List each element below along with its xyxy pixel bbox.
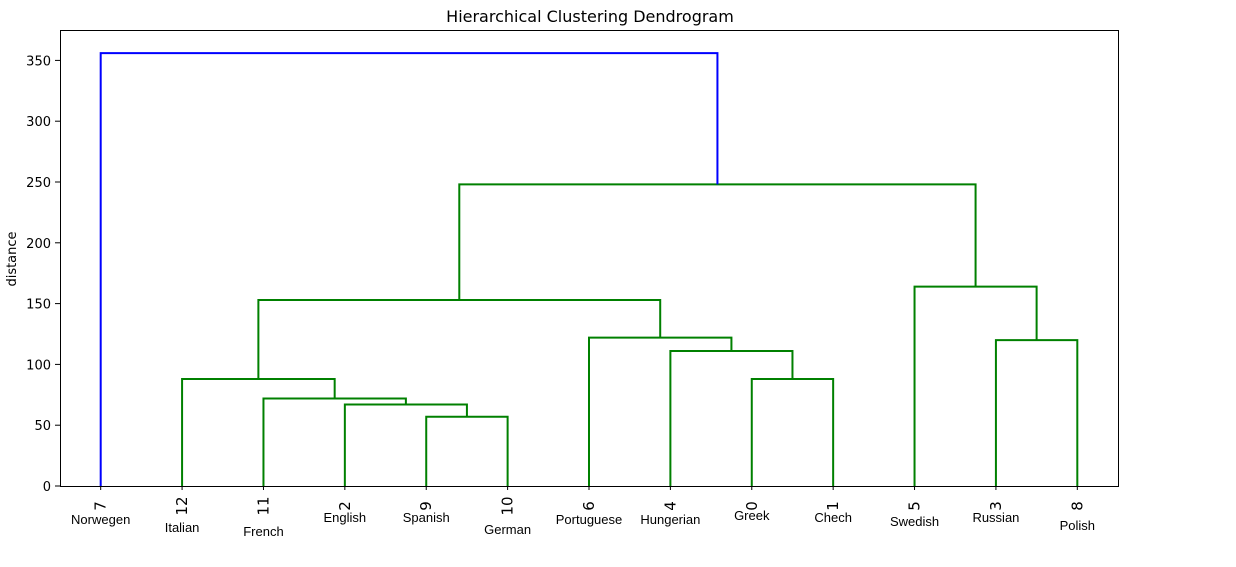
leaf-language-label: German	[484, 522, 531, 537]
leaf-language-label: French	[243, 524, 283, 539]
dendrogram-link	[181, 377, 336, 486]
dendrogram-link	[994, 339, 1079, 486]
leaf-id-label: 7	[92, 501, 110, 511]
y-tick-label: 50	[34, 419, 51, 434]
leaf-language-label: Swedish	[890, 514, 939, 529]
leaf-language-label: Hungerian	[640, 512, 700, 527]
y-axis-ticks: 0 50 100 150 200 250 300 350	[26, 54, 60, 495]
leaf-language-label: Greek	[734, 508, 770, 523]
leaf-id-label: 8	[1068, 501, 1086, 511]
y-tick-label: 200	[26, 237, 51, 252]
dendrogram-link	[257, 298, 662, 379]
y-tick-label: 150	[26, 298, 51, 313]
plot-frame	[60, 30, 1119, 487]
y-tick-label: 0	[43, 480, 51, 495]
leaf-language-label: Polish	[1060, 518, 1095, 533]
leaf-id-label: 1	[824, 501, 842, 511]
leaf-id-label: 4	[661, 501, 679, 511]
dendrogram-link	[669, 350, 794, 486]
leaf-language-label: Chech	[814, 510, 852, 525]
leaf-language-label: Italian	[165, 520, 200, 535]
leaf-id-label: 5	[906, 501, 924, 511]
dendrogram-links	[99, 52, 1079, 486]
leaf-id-label: 6	[580, 501, 598, 511]
leaf-id-label: 10	[499, 496, 517, 515]
leaf-language-label: Spanish	[403, 510, 450, 525]
leaf-language-label: Russian	[972, 510, 1019, 525]
leaf-id-label: 0	[743, 501, 761, 511]
y-tick-label: 100	[26, 358, 51, 373]
y-axis-label: distance	[5, 231, 20, 286]
y-tick-label: 250	[26, 176, 51, 191]
leaf-language-label: Norwegen	[71, 512, 130, 527]
leaf-language-label: English	[324, 510, 367, 525]
dendrogram-link	[913, 285, 1038, 486]
dendrogram-link	[588, 336, 733, 486]
leaf-id-label: 3	[987, 501, 1005, 511]
leaf-language-label: Portuguese	[556, 512, 623, 527]
leaf-id-label: 9	[417, 501, 435, 511]
y-tick-label: 350	[26, 54, 51, 69]
dendrogram-link	[262, 397, 407, 486]
leaf-id-label: 2	[336, 501, 354, 511]
chart-title: Hierarchical Clustering Dendrogram	[446, 7, 734, 26]
dendrogram-link	[458, 183, 977, 300]
dendrogram-link	[750, 377, 835, 486]
y-tick-label: 300	[26, 115, 51, 130]
leaf-id-label: 11	[254, 496, 272, 515]
dendrogram-link	[425, 415, 509, 486]
leaf-id-label: 12	[173, 496, 191, 515]
dendrogram-link	[99, 52, 719, 486]
